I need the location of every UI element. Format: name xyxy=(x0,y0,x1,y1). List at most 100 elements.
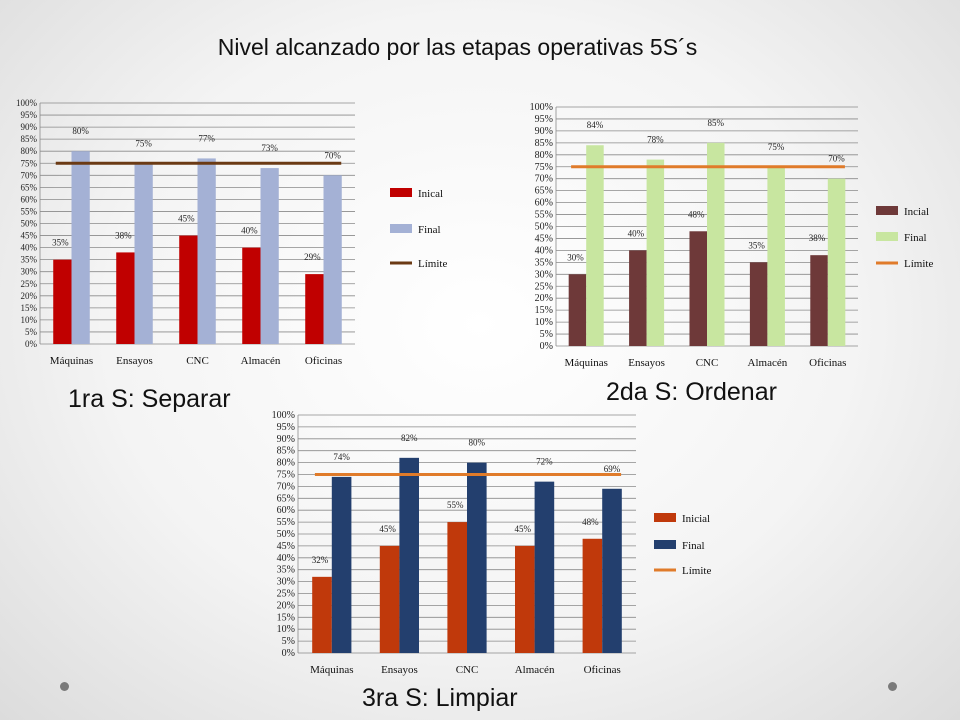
ordenar-bar-final xyxy=(646,159,665,346)
limpiar-bar-inicial xyxy=(447,522,467,653)
separar-bar-final xyxy=(260,168,279,344)
separar-ytick-label: 75% xyxy=(21,158,38,168)
limpiar-ytick-label: 90% xyxy=(277,434,295,445)
ordenar-bar-inicial xyxy=(749,262,768,346)
ordenar-data-label: 30% xyxy=(567,252,584,262)
ordenar-category-label: Ensayos xyxy=(628,357,665,369)
separar-ytick-label: 25% xyxy=(21,279,38,289)
separar-data-label: 40% xyxy=(241,226,258,236)
separar-ytick-label: 70% xyxy=(21,170,38,180)
limpiar-category-label: CNC xyxy=(456,664,479,676)
limpiar-ytick-label: 70% xyxy=(277,481,295,492)
ordenar-data-label: 85% xyxy=(708,118,725,128)
ordenar-ytick-label: 95% xyxy=(535,114,553,125)
ordenar-legend-label: Final xyxy=(904,232,927,244)
separar-ytick-label: 15% xyxy=(21,303,38,313)
limpiar-legend-swatch xyxy=(654,513,676,522)
limpiar-data-label: 45% xyxy=(515,524,532,534)
limpiar-bar-final xyxy=(534,481,555,653)
separar-legend-label: Límite xyxy=(418,258,447,270)
separar-data-label: 75% xyxy=(135,138,152,148)
separar-data-label: 73% xyxy=(261,143,278,153)
ordenar-data-label: 84% xyxy=(587,120,604,130)
ordenar-legend-swatch xyxy=(876,206,898,215)
caption-ordenar: 2da S: Ordenar xyxy=(606,378,777,406)
limpiar-ytick-label: 60% xyxy=(277,505,295,516)
limpiar-category-label: Oficinas xyxy=(584,664,621,676)
limpiar-bar-final xyxy=(399,457,420,653)
limpiar-bar-final xyxy=(467,462,487,653)
limpiar-ytick-label: 75% xyxy=(277,470,295,481)
limpiar-ytick-label: 55% xyxy=(277,517,295,528)
limpiar-ytick-label: 100% xyxy=(272,410,295,421)
ordenar-ytick-label: 80% xyxy=(535,150,553,161)
limpiar-ytick-label: 95% xyxy=(277,422,295,433)
separar-ytick-label: 85% xyxy=(21,134,38,144)
separar-ytick-label: 60% xyxy=(21,194,38,204)
limpiar-legend-label: Inicial xyxy=(682,513,710,525)
separar-category-label: CNC xyxy=(186,355,209,367)
limpiar-ytick-label: 65% xyxy=(277,493,295,504)
separar-bar-final xyxy=(197,158,216,344)
limpiar-legend-swatch xyxy=(654,540,676,549)
separar-ytick-label: 30% xyxy=(21,267,38,277)
limpiar-data-label: 80% xyxy=(469,438,486,448)
separar-legend-label: Final xyxy=(418,224,441,236)
separar-ytick-label: 95% xyxy=(21,110,38,120)
limpiar-category-label: Almacén xyxy=(515,664,555,676)
slide-dot-left xyxy=(60,682,69,691)
ordenar-bar-inicial xyxy=(689,231,707,346)
limpiar-category-label: Máquinas xyxy=(310,664,353,676)
separar-ytick-label: 5% xyxy=(25,327,38,337)
separar-ytick-label: 10% xyxy=(21,315,38,325)
limpiar-data-label: 32% xyxy=(312,555,329,565)
ordenar-data-label: 38% xyxy=(809,233,826,243)
ordenar-category-label: Oficinas xyxy=(809,357,846,369)
slide-title: Nivel alcanzado por las etapas operativa… xyxy=(217,34,698,60)
ordenar-ytick-label: 15% xyxy=(535,305,553,316)
separar-bar-inicial xyxy=(53,259,72,344)
caption-separar: 1ra S: Separar xyxy=(68,385,231,413)
separar-ytick-label: 100% xyxy=(16,98,38,108)
limpiar-ytick-label: 40% xyxy=(277,553,295,564)
ordenar-data-label: 75% xyxy=(768,142,785,152)
limpiar-data-label: 55% xyxy=(447,500,464,510)
separar-category-label: Máquinas xyxy=(50,355,93,367)
ordenar-data-label: 78% xyxy=(647,135,664,145)
caption-limpiar: 3ra S: Limpiar xyxy=(362,684,518,712)
separar-legend-swatch xyxy=(390,224,412,233)
separar-ytick-label: 35% xyxy=(21,255,38,265)
ordenar-bar-final xyxy=(767,166,785,346)
separar-data-label: 80% xyxy=(72,126,89,136)
separar-bar-final xyxy=(323,175,342,344)
limpiar-ytick-label: 10% xyxy=(277,624,295,635)
separar-category-label: Oficinas xyxy=(305,355,342,367)
ordenar-ytick-label: 85% xyxy=(535,138,553,149)
limpiar-ytick-label: 15% xyxy=(277,612,295,623)
ordenar-category-label: Almacén xyxy=(748,357,788,369)
ordenar-data-label: 40% xyxy=(628,228,645,238)
limpiar-category-label: Ensayos xyxy=(381,664,418,676)
limpiar-data-label: 45% xyxy=(379,524,396,534)
ordenar-ytick-label: 70% xyxy=(535,174,553,185)
ordenar-legend-label: Incial xyxy=(904,206,929,218)
ordenar-bar-inicial xyxy=(629,250,647,346)
limpiar-data-label: 69% xyxy=(604,464,621,474)
limpiar-bar-inicial xyxy=(312,576,332,653)
ordenar-ytick-label: 45% xyxy=(535,233,553,244)
ordenar-data-label: 48% xyxy=(688,209,705,219)
limpiar-bar-final xyxy=(331,476,352,653)
limpiar-bar-inicial xyxy=(582,538,603,653)
separar-bar-inicial xyxy=(116,252,135,344)
limpiar-ytick-label: 0% xyxy=(282,648,295,659)
limpiar-data-label: 82% xyxy=(401,433,418,443)
separar-bar-final xyxy=(134,163,153,344)
separar-data-label: 70% xyxy=(324,150,341,160)
ordenar-bar-final xyxy=(707,142,725,346)
slide-dot-right xyxy=(888,682,897,691)
separar-data-label: 45% xyxy=(178,214,195,224)
separar-ytick-label: 55% xyxy=(21,206,38,216)
ordenar-ytick-label: 20% xyxy=(535,293,553,304)
